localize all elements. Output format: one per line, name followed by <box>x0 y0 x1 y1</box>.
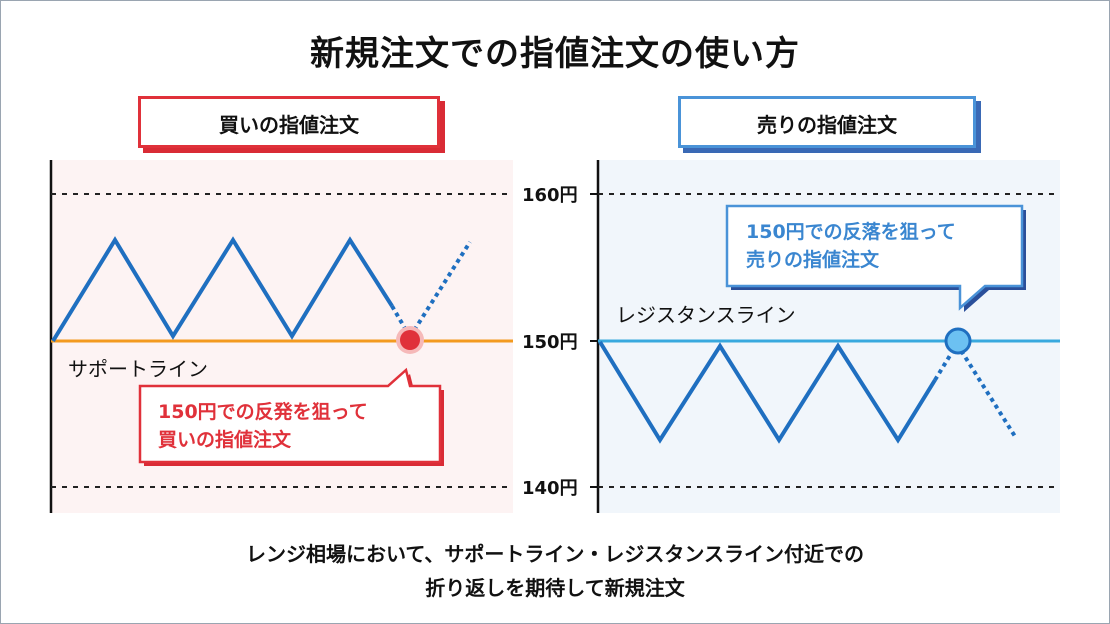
sell-callout-box <box>725 204 1024 311</box>
buy-order-point <box>400 330 420 350</box>
sell-limit-order-label: 売りの指値注文 <box>678 96 976 148</box>
footer-caption-line1: レンジ相場において、サポートライン・レジスタンスライン付近での <box>246 542 864 566</box>
price-label-140: 140円 <box>522 478 578 499</box>
buy-price-path-dotted-up <box>408 240 472 339</box>
buy-callout-box <box>138 367 442 464</box>
page-title: 新規注文での指値注文の使い方 <box>310 34 800 74</box>
sell-price-path <box>598 340 937 444</box>
support-line-label: サポートライン <box>68 357 208 381</box>
buy-limit-order-label: 買いの指値注文 <box>138 96 440 148</box>
price-label-150: 150円 <box>522 332 578 353</box>
buy-callout-line1: 150円での反発を狙って <box>158 400 368 423</box>
buy-callout-line2: 買いの指値注文 <box>158 428 292 451</box>
sell-callout-line2: 売りの指値注文 <box>746 248 880 271</box>
sell-order-point <box>944 327 972 355</box>
footer-caption-line2: 折り返しを期待して新規注文 <box>425 576 685 600</box>
sell-callout-line1: 150円での反落を狙って <box>746 220 956 243</box>
resistance-line-label: レジスタンスライン <box>616 303 796 327</box>
buy-price-path <box>51 236 394 343</box>
price-label-160: 160円 <box>522 185 578 206</box>
sell-price-path-dotted-down <box>955 342 1018 440</box>
buy-price-path-dotted-down <box>390 304 412 339</box>
